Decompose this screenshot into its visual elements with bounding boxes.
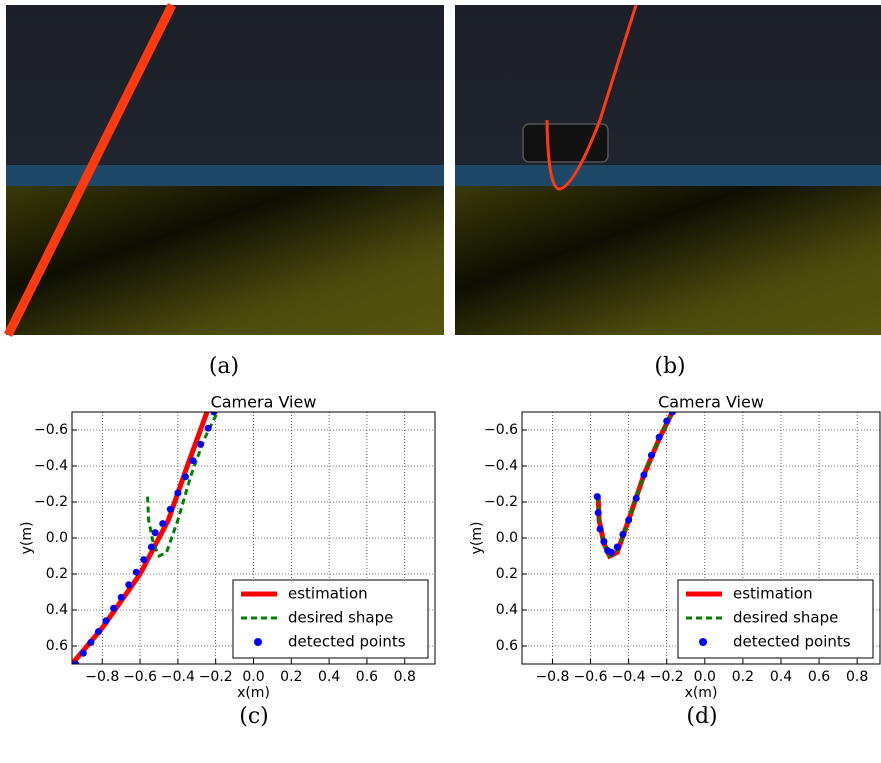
detected-point (655, 433, 663, 441)
detected-point (110, 604, 118, 612)
x-tick-label: −0.6 (574, 669, 608, 685)
detected-point (166, 505, 174, 513)
x-tick-label: 0.4 (318, 669, 340, 685)
x-tick-label: 0.2 (280, 669, 302, 685)
detected-point (151, 529, 159, 537)
detected-point (608, 548, 615, 556)
legend-label: desired shape (288, 609, 393, 627)
legend-label: desired shape (733, 609, 838, 627)
detected-point (197, 440, 205, 448)
x-tick-label: −0.4 (612, 669, 646, 685)
x-tick-label: −0.6 (123, 669, 157, 685)
y-tick-label: 0.4 (496, 602, 518, 618)
y-tick-label: 0.0 (46, 530, 68, 546)
series-line (146, 412, 219, 559)
series-line (595, 412, 675, 560)
y-tick-label: 0.0 (496, 530, 518, 546)
plot-area (593, 412, 676, 560)
legend-marker (699, 638, 707, 646)
y-tick-label: −0.2 (34, 494, 68, 510)
y-tick-label: −0.4 (484, 458, 518, 474)
detected-point (632, 494, 640, 502)
x-tick-label: 0.6 (356, 669, 378, 685)
chart-title: Camera View (211, 393, 317, 412)
detected-point (204, 424, 212, 432)
x-tick-label: −0.8 (85, 669, 119, 685)
detected-point (619, 530, 627, 538)
detected-point (600, 538, 608, 546)
detected-point (613, 543, 621, 551)
detected-point (140, 556, 148, 564)
render-b (455, 4, 881, 335)
y-tick-label: 0.6 (46, 638, 68, 654)
caption: (a) (209, 354, 239, 379)
y-tick-label: 0.2 (46, 566, 68, 582)
chart-title: Camera View (658, 393, 764, 412)
render-a (3, 2, 444, 338)
x-tick-label: −0.2 (199, 669, 233, 685)
detected-point (647, 451, 655, 459)
caption: (c) (239, 704, 269, 729)
y-tick-label: 0.4 (46, 602, 68, 618)
y-tick-label: −0.4 (34, 458, 68, 474)
detected-point (594, 509, 602, 517)
y-tick-label: 0.6 (496, 638, 518, 654)
x-tick-label: 0.0 (242, 669, 264, 685)
detected-point (596, 525, 604, 533)
detected-point (87, 638, 95, 646)
legend-label: estimation (288, 585, 368, 603)
plot-frame (71, 411, 436, 665)
detected-point (132, 568, 140, 576)
detected-point (72, 660, 80, 664)
x-tick-label: −0.8 (535, 669, 569, 685)
y-tick-label: 0.2 (496, 566, 518, 582)
x-axis-label: x(m) (685, 685, 718, 701)
detected-point (181, 473, 189, 481)
detected-point (174, 489, 182, 497)
x-axis-label: x(m) (237, 685, 270, 701)
x-tick-label: 0.8 (846, 669, 868, 685)
detected-point (125, 581, 133, 589)
x-tick-label: 0.8 (394, 669, 416, 685)
y-axis-label: y(m) (19, 522, 35, 555)
y-tick-label: −0.6 (34, 422, 68, 438)
legend-label: estimation (733, 585, 813, 603)
y-tick-label: −0.6 (484, 422, 518, 438)
x-tick-label: 0.6 (808, 669, 830, 685)
detected-point (159, 520, 167, 528)
x-tick-label: 0.2 (732, 669, 754, 685)
detected-point (625, 516, 633, 524)
x-tick-label: 0.0 (694, 669, 716, 685)
detected-point (79, 649, 87, 657)
x-tick-label: 0.4 (770, 669, 792, 685)
x-tick-label: −0.2 (650, 669, 684, 685)
y-axis-label: y(m) (469, 522, 485, 555)
detected-point (189, 457, 197, 465)
legend-marker (254, 638, 262, 646)
legend-label: detected points (288, 633, 406, 651)
detected-point (94, 628, 102, 636)
detected-point (117, 593, 125, 601)
plot-frame (521, 411, 881, 665)
plot-area (72, 412, 219, 664)
x-tick-label: −0.4 (161, 669, 195, 685)
detected-point (663, 417, 671, 425)
detected-point (147, 543, 155, 551)
caption: (b) (654, 354, 685, 379)
y-tick-label: −0.2 (484, 494, 518, 510)
legend-label: detected points (733, 633, 851, 651)
detected-point (210, 412, 218, 416)
detected-point (668, 412, 676, 416)
detected-point (102, 617, 110, 625)
detected-point (640, 471, 648, 479)
caption: (d) (686, 704, 717, 729)
detected-point (593, 493, 601, 501)
